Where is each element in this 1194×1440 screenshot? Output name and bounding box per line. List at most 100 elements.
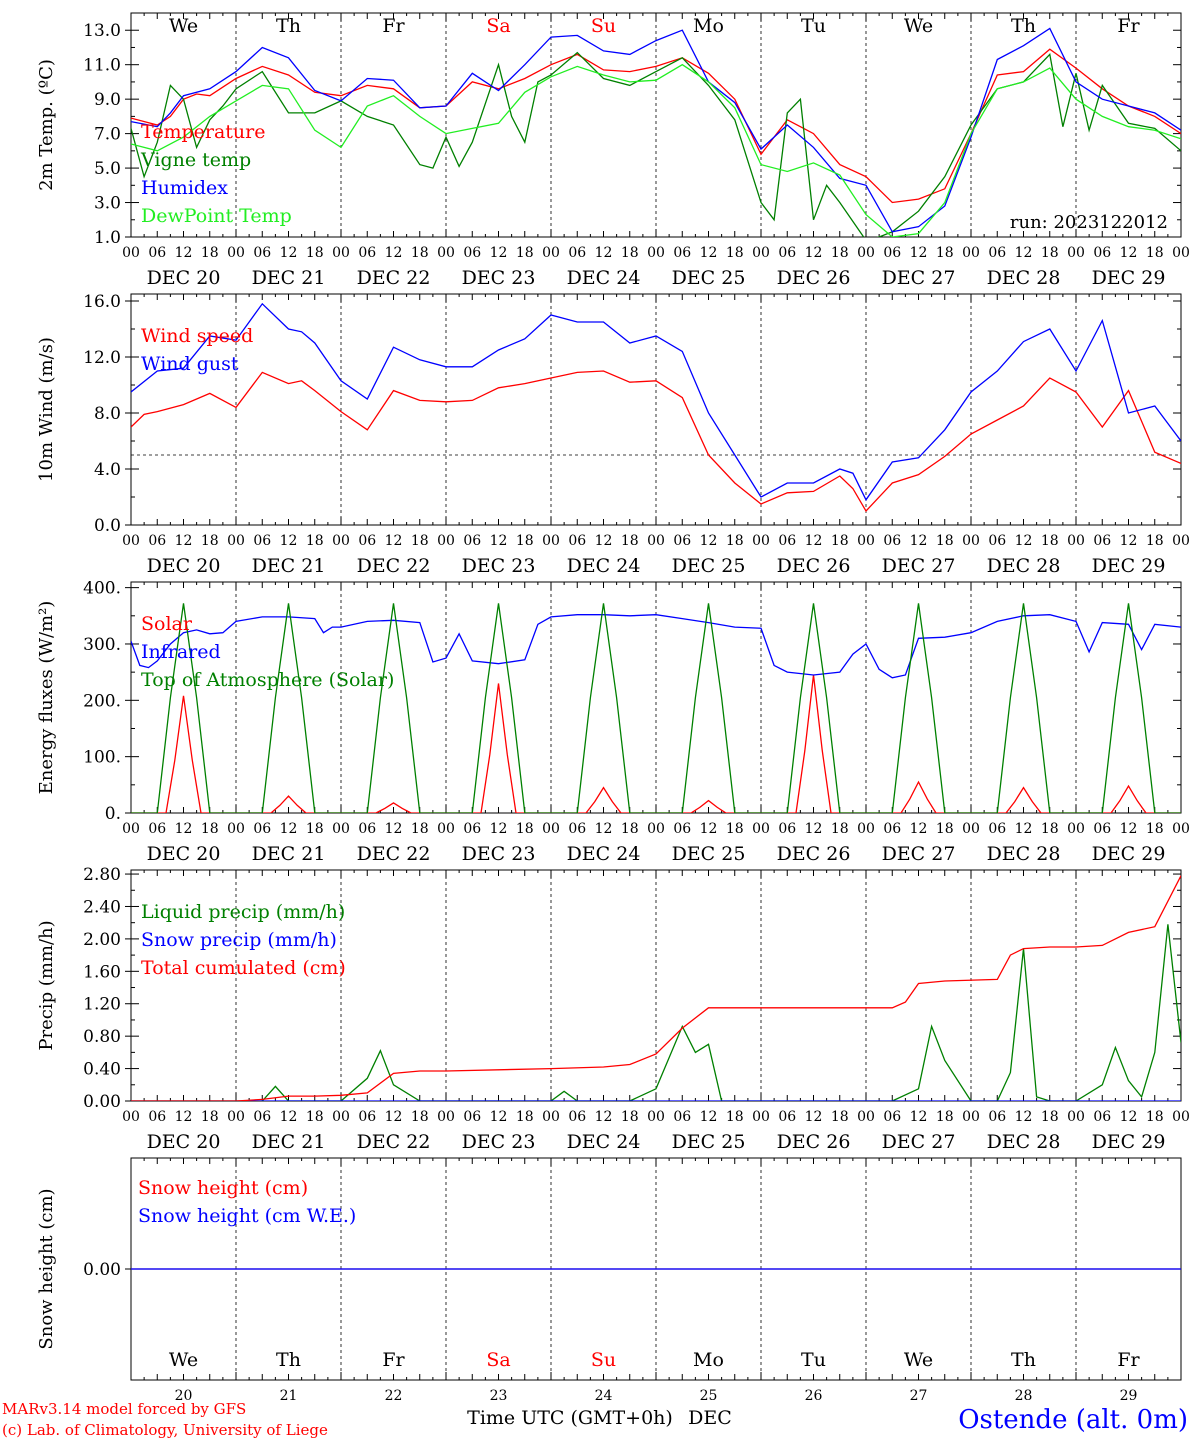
hour-tick-label: 00 (542, 533, 560, 549)
hour-tick-label: 18 (936, 1109, 954, 1125)
panel-3: 0. 100. 200. 300. 400. Energy fluxes (W/m²) So… (36, 579, 1190, 865)
hour-tick-label: 12 (490, 821, 508, 837)
day-number-label: 27 (910, 1388, 928, 1404)
hour-tick-label: 06 (463, 533, 481, 549)
weekday-label: We (904, 1349, 933, 1371)
hour-tick-label: 18 (516, 821, 534, 837)
hour-tick-label: 06 (988, 533, 1006, 549)
hour-tick-label: 12 (490, 245, 508, 261)
hour-tick-label: 00 (542, 245, 560, 261)
y-tick-label: 100. (83, 748, 121, 768)
hour-tick-label: 00 (647, 821, 665, 837)
weekday-label: Th (1011, 1349, 1036, 1371)
hour-tick-label: 06 (883, 245, 901, 261)
hour-tick-label: 12 (910, 821, 928, 837)
y-tick-label: 9.0 (94, 90, 121, 110)
hour-tick-label: 00 (542, 1109, 560, 1125)
hour-tick-label: 00 (332, 245, 350, 261)
hour-tick-label: 18 (621, 245, 639, 261)
hour-tick-label: 06 (148, 1109, 166, 1125)
series-temperature (131, 48, 1181, 204)
day-number-label: 28 (1015, 1388, 1033, 1404)
credit-line-1: MARv3.14 model forced by GFS (2, 1400, 246, 1418)
hour-tick-label: 18 (1041, 533, 1059, 549)
hour-tick-label: 18 (1041, 821, 1059, 837)
date-label: DEC 27 (882, 843, 956, 865)
hour-tick-label: 12 (805, 245, 823, 261)
hour-tick-label: 12 (490, 1109, 508, 1125)
date-label: DEC 22 (357, 267, 431, 289)
hour-tick-label: 00 (437, 533, 455, 549)
date-label: DEC 21 (252, 1131, 326, 1153)
hour-tick-label: 06 (148, 533, 166, 549)
hour-tick-label: 00 (227, 1109, 245, 1125)
hour-tick-label: 18 (726, 533, 744, 549)
hour-tick-label: 12 (175, 1109, 193, 1125)
hour-tick-label: 12 (1120, 245, 1138, 261)
month-label: DEC (688, 1407, 732, 1429)
hour-tick-label: 06 (883, 821, 901, 837)
hour-tick-label: 18 (726, 821, 744, 837)
y-tick-label: 12.0 (83, 348, 121, 368)
hour-tick-label: 06 (883, 533, 901, 549)
weekday-label: Sa (486, 15, 510, 37)
hour-tick-label: 18 (1146, 1109, 1164, 1125)
hour-tick-label: 12 (385, 533, 403, 549)
y-tick-label: 3.0 (94, 194, 121, 214)
date-label: DEC 25 (672, 555, 746, 577)
hour-tick-label: 06 (358, 533, 376, 549)
y-tick-label: 1.0 (94, 228, 121, 248)
hour-tick-label: 06 (568, 1109, 586, 1125)
hour-tick-label: 06 (778, 245, 796, 261)
date-label: DEC 26 (777, 1131, 851, 1153)
series-infrared (131, 614, 1181, 679)
hour-tick-label: 06 (463, 1109, 481, 1125)
hour-tick-label: 18 (306, 1109, 324, 1125)
hour-tick-label: 18 (831, 1109, 849, 1125)
hour-tick-label: 18 (201, 245, 219, 261)
hour-tick-label: 12 (1015, 1109, 1033, 1125)
hour-tick-label: 06 (1093, 245, 1111, 261)
hour-tick-label: 00 (332, 533, 350, 549)
hour-tick-label: 00 (857, 821, 875, 837)
weekday-label: Fr (382, 1349, 405, 1371)
hour-tick-label: 00 (962, 245, 980, 261)
hour-tick-label: 06 (358, 821, 376, 837)
hour-tick-label: 12 (1015, 533, 1033, 549)
hour-tick-label: 00 (857, 245, 875, 261)
hour-tick-label: 00 (227, 245, 245, 261)
hour-tick-label: 06 (1093, 821, 1111, 837)
date-label: DEC 22 (357, 843, 431, 865)
hour-tick-label: 12 (385, 821, 403, 837)
y-tick-label: 0.0 (94, 516, 121, 536)
hour-tick-label: 06 (253, 1109, 271, 1125)
hour-tick-label: 18 (201, 533, 219, 549)
series-dewpoint-temp (131, 63, 1181, 237)
hour-tick-label: 12 (280, 533, 298, 549)
y-tick-label: 4.0 (94, 460, 121, 480)
hour-tick-label: 12 (700, 1109, 718, 1125)
legend-entry: Total cumulated (cm) (141, 957, 346, 979)
hour-tick-label: 06 (673, 1109, 691, 1125)
hour-tick-label: 12 (175, 533, 193, 549)
series-solar (131, 674, 1181, 813)
hour-tick-label: 00 (962, 1109, 980, 1125)
date-label: DEC 21 (252, 555, 326, 577)
hour-tick-label: 12 (490, 533, 508, 549)
hour-tick-label: 00 (1172, 245, 1190, 261)
hour-tick-label: 12 (175, 821, 193, 837)
weekday-label: Su (591, 1349, 616, 1371)
hour-tick-label: 12 (700, 533, 718, 549)
hour-tick-label: 12 (910, 245, 928, 261)
hour-tick-label: 18 (621, 1109, 639, 1125)
hour-tick-label: 00 (647, 245, 665, 261)
weekday-label: We (169, 15, 198, 37)
weekday-label: We (169, 1349, 198, 1371)
hour-tick-label: 18 (411, 1109, 429, 1125)
weekday-label: Mo (693, 1349, 724, 1371)
series-humidex (131, 27, 1181, 233)
panel-2: 0.0 4.0 8.0 12.0 16.0 10m Wind (m/s) Wind spee… (36, 292, 1190, 577)
legend-entry: Wind gust (141, 353, 239, 375)
hour-tick-label: 00 (437, 245, 455, 261)
